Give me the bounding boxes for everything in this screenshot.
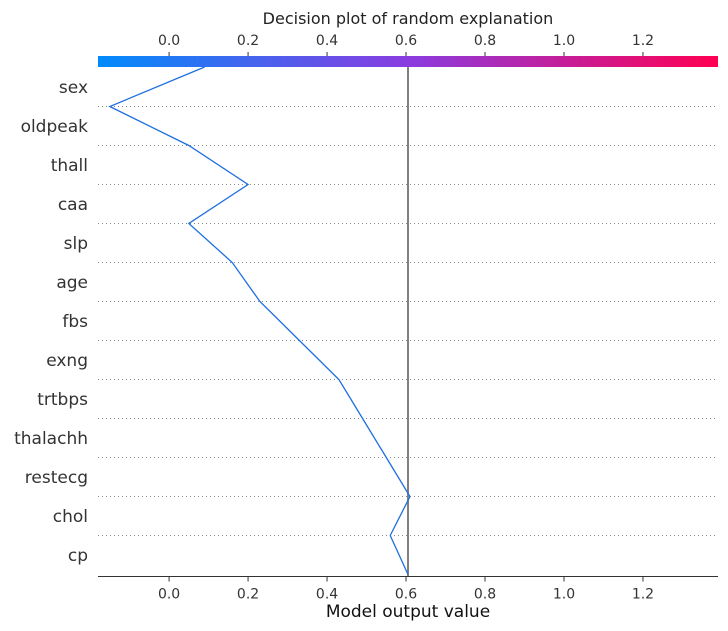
feature-label-restecg: restecg	[25, 468, 88, 488]
feature-label-cp: cp	[68, 546, 88, 566]
top-tick-label: 0.0	[158, 33, 180, 49]
feature-label-chol: chol	[53, 507, 88, 527]
x-axis-label: Model output value	[326, 602, 490, 622]
decision-path	[108, 66, 411, 575]
feature-label-caa: caa	[58, 195, 88, 215]
bottom-tick-label: 0.8	[474, 587, 496, 603]
feature-label-sex: sex	[59, 78, 88, 98]
bottom-tick-label: 1.0	[553, 587, 575, 603]
feature-gridlines	[98, 106, 718, 536]
bottom-tick-label: 0.0	[158, 587, 180, 603]
top-tick-label: 0.8	[474, 33, 496, 49]
top-tick-label: 1.0	[553, 33, 575, 49]
feature-label-fbs: fbs	[62, 312, 88, 332]
top-tick-label: 0.6	[395, 33, 417, 49]
bottom-axis-ticks: 0.0 0.2 0.4 0.6 0.8 1.0 1.2	[158, 576, 654, 603]
bottom-tick-label: 0.6	[395, 587, 417, 603]
top-tick-label: 0.2	[237, 33, 259, 49]
bottom-tick-label: 1.2	[632, 587, 654, 603]
top-tick-label: 1.2	[632, 33, 654, 49]
top-axis-ticks: 0.0 0.2 0.4 0.6 0.8 1.0 1.2	[158, 33, 654, 56]
bottom-tick-label: 0.4	[316, 587, 338, 603]
colorbar	[98, 56, 718, 67]
chart-title: Decision plot of random explanation	[263, 9, 554, 28]
feature-label-oldpeak: oldpeak	[21, 117, 89, 137]
feature-label-exng: exng	[46, 351, 88, 371]
decision-points	[109, 66, 410, 575]
bottom-tick-label: 0.2	[237, 587, 259, 603]
feature-labels: sex oldpeak thall caa slp age fbs exng trtbps tha…	[14, 78, 88, 566]
feature-label-thall: thall	[51, 156, 88, 176]
top-tick-label: 0.4	[316, 33, 338, 49]
feature-label-slp: slp	[64, 234, 88, 254]
feature-label-thalachh: thalachh	[14, 429, 88, 449]
feature-label-trtbps: trtbps	[37, 390, 88, 410]
feature-label-age: age	[56, 273, 88, 293]
